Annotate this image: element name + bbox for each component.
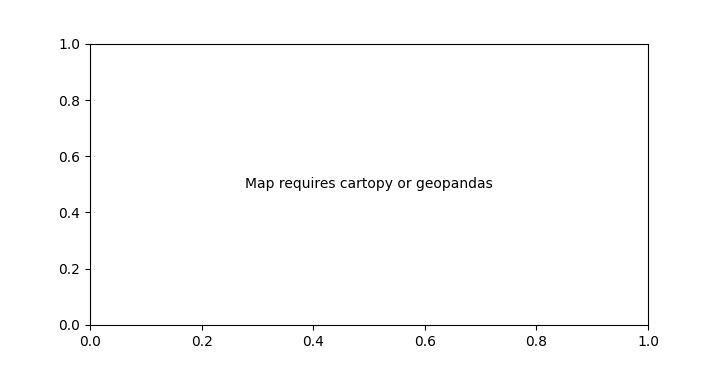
Text: Map requires cartopy or geopandas: Map requires cartopy or geopandas: [245, 177, 493, 191]
